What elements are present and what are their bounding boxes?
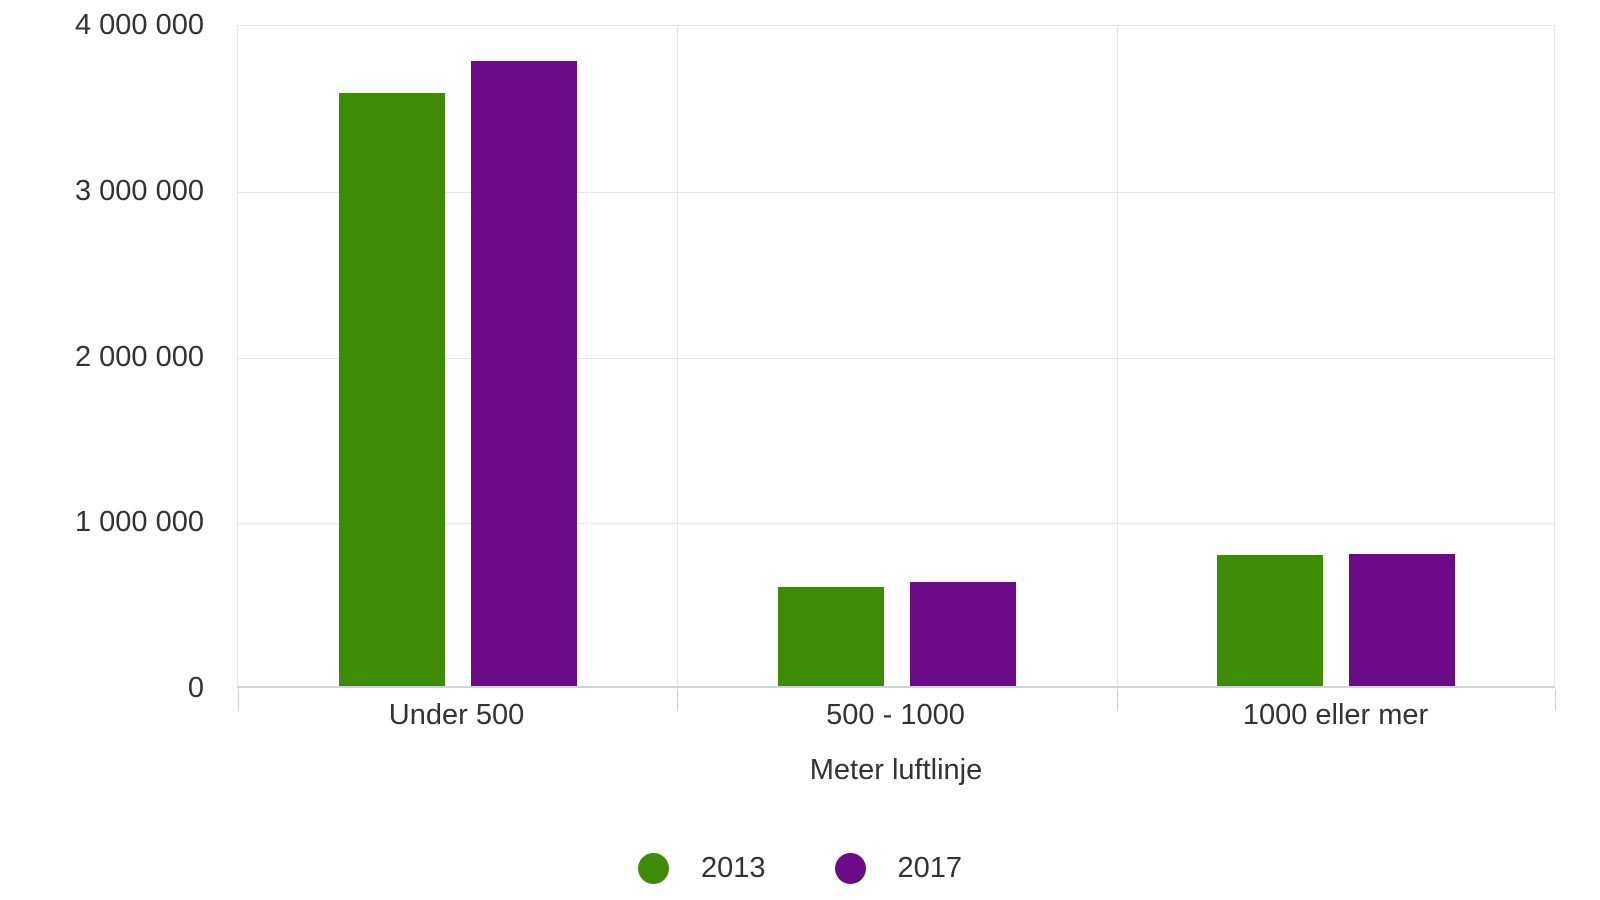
plot-area bbox=[237, 25, 1556, 711]
x-axis-tick bbox=[238, 689, 239, 711]
gridline-vertical bbox=[1117, 26, 1118, 686]
x-axis-tick bbox=[1555, 689, 1556, 711]
bar-2013-under-500[interactable] bbox=[339, 93, 445, 686]
y-axis-label-3-000-000: 3 000 000 bbox=[74, 174, 204, 207]
y-axis-label-0: 0 bbox=[187, 672, 204, 704]
y-axis-label-4-000-000: 4 000 000 bbox=[74, 9, 204, 41]
legend-label-2017: 2017 bbox=[897, 851, 963, 884]
bar-2017-500-1000[interactable] bbox=[910, 582, 1016, 686]
bar-2013-500-1000[interactable] bbox=[778, 587, 884, 686]
gridline-horizontal bbox=[238, 523, 1554, 525]
bar-2017-under-500[interactable] bbox=[471, 61, 577, 686]
x-axis-label-under-500: Under 500 bbox=[388, 699, 525, 731]
bar-2013-1000-eller-mer[interactable] bbox=[1217, 555, 1323, 686]
bar-2017-1000-eller-mer[interactable] bbox=[1349, 554, 1455, 686]
legend-marker-circle-2013 bbox=[637, 852, 669, 884]
gridline-horizontal bbox=[238, 357, 1554, 359]
legend-item-2017[interactable]: 2017 bbox=[834, 851, 963, 884]
legend-marker-circle-2017 bbox=[834, 852, 866, 884]
x-axis-title: Meter luftlinje bbox=[809, 754, 983, 786]
gridline-vertical bbox=[677, 26, 678, 686]
legend-label-2013: 2013 bbox=[700, 851, 766, 884]
y-axis-label-1-000-000: 1 000 000 bbox=[74, 506, 204, 539]
x-axis-tick bbox=[677, 689, 678, 711]
x-axis-tick bbox=[1117, 689, 1118, 711]
gridline-horizontal bbox=[238, 191, 1554, 193]
x-axis-label-500-1000: 500 - 1000 bbox=[826, 699, 965, 731]
x-axis-label-1000-eller-mer: 1000 eller mer bbox=[1242, 699, 1429, 731]
y-axis-label-2-000-000: 2 000 000 bbox=[74, 340, 204, 373]
legend-item-2013[interactable]: 2013 bbox=[637, 851, 766, 884]
legend: 2013 2017 bbox=[0, 842, 1600, 894]
